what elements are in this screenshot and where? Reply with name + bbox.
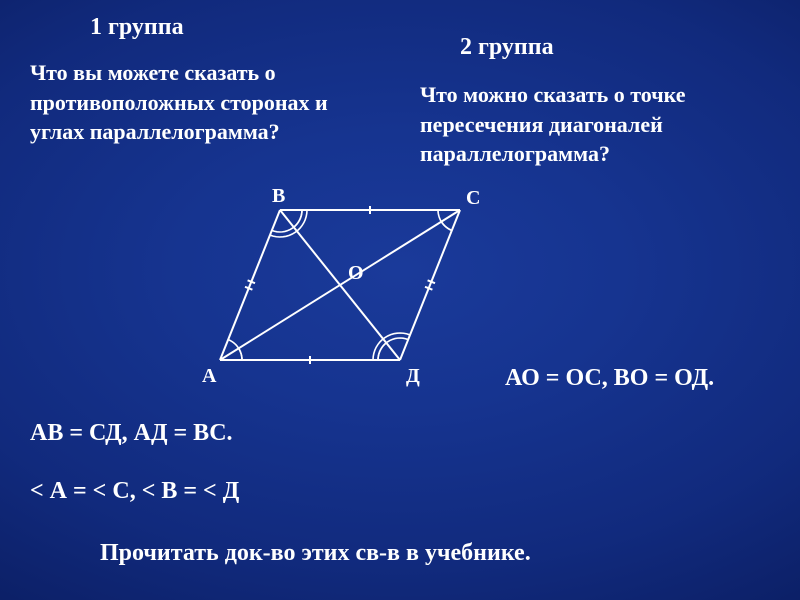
- group1-title: 1 группа: [90, 14, 184, 41]
- group2-title: 2 группа: [460, 34, 554, 61]
- svg-text:С: С: [466, 187, 480, 209]
- svg-text:А: А: [202, 365, 217, 387]
- answer-angles: < А = < С, < В = < Д: [30, 478, 239, 505]
- svg-text:Д: Д: [406, 365, 420, 387]
- footer-text: Прочитать док-во этих св-в в учебнике.: [100, 540, 531, 567]
- answer-diagonals: АО = ОС, ВО = ОД.: [505, 365, 714, 392]
- svg-text:О: О: [348, 262, 364, 284]
- parallelogram-diagram: АВСДО: [200, 200, 500, 390]
- svg-text:В: В: [272, 185, 285, 207]
- answer-sides: АВ = СД, АД = ВС.: [30, 420, 233, 447]
- group2-question: Что можно сказать о точке пересечения ди…: [420, 80, 780, 169]
- group1-question: Что вы можете сказать о противоположных …: [30, 58, 360, 147]
